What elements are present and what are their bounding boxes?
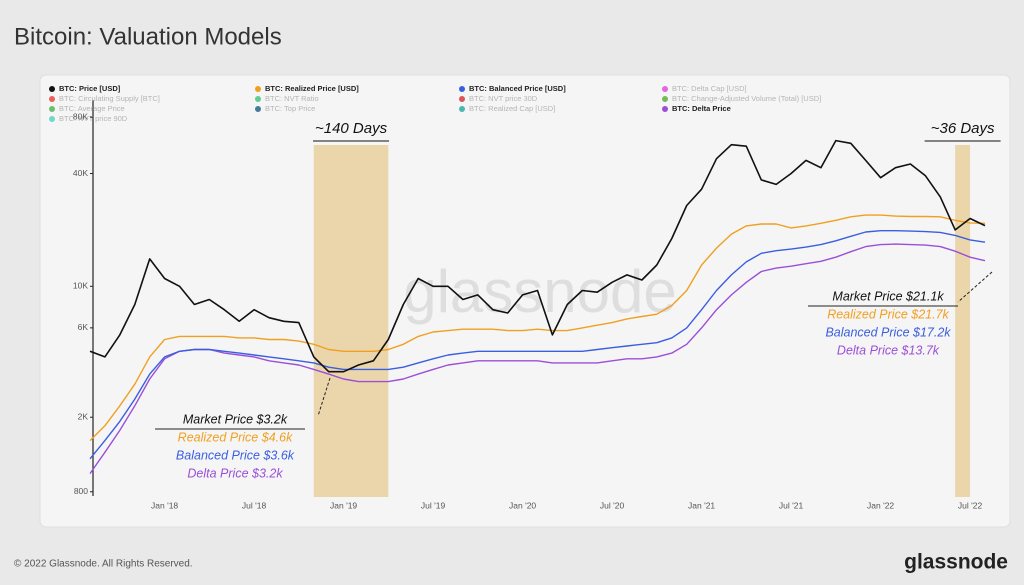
annotation: Market Price $3.2k — [183, 412, 288, 426]
annotation: Delta Price $13.7k — [837, 343, 940, 357]
legend-label: BTC: Delta Price — [672, 104, 731, 113]
legend-marker — [662, 106, 668, 112]
x-tick-label: Jul '22 — [958, 500, 983, 510]
legend-label: BTC: Price [USD] — [59, 84, 121, 93]
legend-label: BTC: Top Price — [265, 104, 315, 113]
legend-marker — [49, 96, 55, 102]
series-line — [89, 214, 986, 442]
series-line — [89, 230, 986, 460]
chart-panel — [39, 74, 1011, 528]
legend-label: BTC: Average Price — [59, 104, 125, 113]
legend-marker — [459, 96, 465, 102]
legend-label: BTC: Realized Price [USD] — [265, 84, 359, 93]
series-line — [89, 139, 986, 373]
legend-label: BTC: Balanced Price [USD] — [469, 84, 566, 93]
brand: glassnode — [904, 551, 1008, 574]
y-tick-label: 6K — [78, 322, 89, 332]
band-label: ~36 Days — [931, 120, 995, 137]
x-tick-label: Jan '21 — [688, 500, 715, 510]
watermark: glassnode — [403, 258, 677, 325]
legend-marker — [662, 86, 668, 92]
legend-label: BTC: NVT Ratio — [265, 94, 319, 103]
legend-marker — [49, 106, 55, 112]
x-tick-label: Jan '19 — [330, 500, 357, 510]
annotation-leader — [957, 271, 993, 303]
legend-label: BTC: Delta Cap [USD] — [672, 84, 747, 93]
y-tick-label: 800 — [74, 486, 88, 496]
legend-label: BTC: Change-Adjusted Volume (Total) [USD… — [672, 94, 821, 103]
annotation: Balanced Price $17.2k — [825, 325, 951, 339]
annotation: Realized Price $4.6k — [178, 430, 293, 444]
x-tick-label: Jan '18 — [151, 500, 178, 510]
highlight-band — [313, 145, 389, 497]
legend-marker — [255, 86, 261, 92]
x-tick-label: Jan '20 — [509, 500, 536, 510]
highlight-band — [955, 145, 971, 497]
annotation: Delta Price $3.2k — [187, 466, 283, 480]
legend-marker — [49, 86, 55, 92]
chart-title: Bitcoin: Valuation Models — [14, 23, 282, 50]
x-tick-label: Jul '21 — [779, 500, 804, 510]
legend-marker — [255, 96, 261, 102]
y-tick-label: 40K — [73, 168, 88, 178]
legend-label: BTC: NVT price 90D — [59, 114, 128, 123]
annotation: Realized Price $21.7k — [827, 307, 949, 321]
y-tick-label: 10K — [73, 281, 88, 291]
legend-marker — [255, 106, 261, 112]
legend-label: BTC: Realized Cap [USD] — [469, 104, 555, 113]
footer: © 2022 Glassnode. All Rights Reserved. — [14, 559, 193, 570]
annotation: Market Price $21.1k — [832, 289, 944, 303]
legend-marker — [459, 106, 465, 112]
legend-label: BTC: NVT price 30D — [469, 94, 538, 103]
y-tick-label: 2K — [78, 411, 89, 421]
legend-marker — [662, 96, 668, 102]
x-tick-label: Jul '19 — [421, 500, 446, 510]
series-line — [89, 243, 986, 475]
legend-marker — [49, 116, 55, 122]
x-tick-label: Jan '22 — [867, 500, 894, 510]
x-tick-label: Jul '18 — [242, 500, 267, 510]
band-label: ~140 Days — [315, 120, 388, 137]
x-tick-label: Jul '20 — [600, 500, 625, 510]
legend-label: BTC: Circulating Supply [BTC] — [59, 94, 160, 103]
annotation: Balanced Price $3.6k — [176, 448, 295, 462]
legend-marker — [459, 86, 465, 92]
y-tick-label: 80K — [73, 111, 88, 121]
annotation-leader — [317, 377, 331, 417]
